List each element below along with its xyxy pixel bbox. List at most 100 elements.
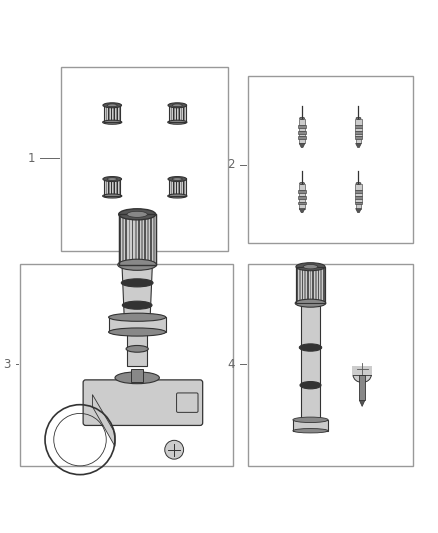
- Bar: [355, 134, 362, 136]
- Bar: [109, 106, 110, 122]
- Ellipse shape: [127, 211, 147, 217]
- Bar: [299, 119, 305, 125]
- Ellipse shape: [122, 301, 152, 309]
- Bar: [355, 119, 362, 125]
- Bar: [132, 216, 134, 263]
- Bar: [174, 180, 175, 196]
- Ellipse shape: [115, 372, 159, 384]
- Bar: [109, 180, 110, 196]
- Ellipse shape: [296, 263, 325, 271]
- Bar: [320, 268, 322, 302]
- Bar: [298, 125, 306, 128]
- Bar: [171, 180, 172, 196]
- Bar: [298, 201, 306, 205]
- Bar: [307, 268, 309, 302]
- Ellipse shape: [121, 279, 153, 287]
- Bar: [141, 216, 143, 263]
- Ellipse shape: [168, 120, 187, 124]
- Bar: [169, 179, 186, 196]
- Bar: [153, 216, 155, 263]
- Ellipse shape: [107, 104, 117, 107]
- Bar: [355, 125, 362, 128]
- Bar: [355, 190, 362, 193]
- Bar: [104, 179, 120, 196]
- FancyBboxPatch shape: [83, 380, 203, 425]
- Bar: [147, 216, 149, 263]
- Bar: [298, 136, 306, 139]
- Bar: [299, 128, 305, 131]
- Bar: [318, 268, 319, 302]
- Ellipse shape: [172, 177, 182, 180]
- Bar: [296, 266, 325, 303]
- Polygon shape: [360, 400, 365, 407]
- Bar: [301, 348, 320, 418]
- Bar: [176, 180, 177, 196]
- Ellipse shape: [103, 103, 121, 108]
- Text: 4: 4: [227, 358, 235, 370]
- Bar: [297, 268, 298, 302]
- Text: 2: 2: [227, 158, 235, 171]
- Bar: [299, 193, 305, 196]
- Bar: [179, 106, 180, 122]
- Bar: [128, 216, 131, 263]
- Bar: [184, 180, 185, 196]
- Bar: [169, 106, 186, 122]
- Bar: [296, 266, 325, 303]
- Bar: [299, 134, 305, 136]
- Bar: [117, 180, 118, 196]
- Bar: [355, 196, 362, 199]
- Bar: [179, 180, 180, 196]
- Bar: [173, 180, 174, 196]
- Ellipse shape: [107, 177, 117, 180]
- Bar: [355, 199, 362, 201]
- Bar: [360, 375, 365, 400]
- Ellipse shape: [293, 417, 328, 423]
- Bar: [117, 106, 118, 122]
- Bar: [131, 369, 143, 383]
- Ellipse shape: [293, 429, 328, 433]
- Bar: [122, 216, 124, 263]
- Bar: [178, 180, 179, 196]
- Bar: [176, 106, 177, 122]
- Bar: [353, 366, 372, 375]
- Bar: [299, 199, 305, 201]
- Bar: [119, 214, 155, 265]
- Bar: [171, 106, 172, 122]
- Bar: [61, 67, 228, 252]
- Bar: [302, 268, 304, 302]
- Bar: [355, 131, 362, 134]
- Bar: [104, 106, 120, 122]
- Bar: [355, 184, 362, 190]
- Ellipse shape: [303, 264, 318, 269]
- Bar: [299, 268, 301, 302]
- Bar: [104, 180, 105, 196]
- Bar: [144, 216, 146, 263]
- Bar: [298, 190, 306, 193]
- Text: 1: 1: [28, 151, 35, 165]
- Bar: [356, 139, 361, 143]
- Bar: [104, 179, 120, 196]
- Bar: [135, 216, 137, 263]
- FancyBboxPatch shape: [177, 393, 198, 413]
- Bar: [183, 180, 184, 196]
- Ellipse shape: [353, 367, 371, 383]
- Ellipse shape: [172, 104, 182, 107]
- Ellipse shape: [103, 176, 121, 182]
- Bar: [111, 106, 112, 122]
- Polygon shape: [299, 143, 305, 148]
- Bar: [304, 268, 306, 302]
- Ellipse shape: [356, 182, 361, 184]
- Bar: [355, 201, 362, 205]
- Ellipse shape: [118, 259, 157, 270]
- Polygon shape: [356, 208, 361, 213]
- Bar: [356, 205, 361, 208]
- Ellipse shape: [300, 117, 304, 119]
- Bar: [315, 268, 317, 302]
- Bar: [127, 332, 147, 366]
- Bar: [181, 106, 182, 122]
- Bar: [181, 180, 182, 196]
- Bar: [299, 205, 305, 208]
- Polygon shape: [122, 266, 152, 322]
- Ellipse shape: [300, 382, 321, 389]
- Bar: [119, 214, 155, 265]
